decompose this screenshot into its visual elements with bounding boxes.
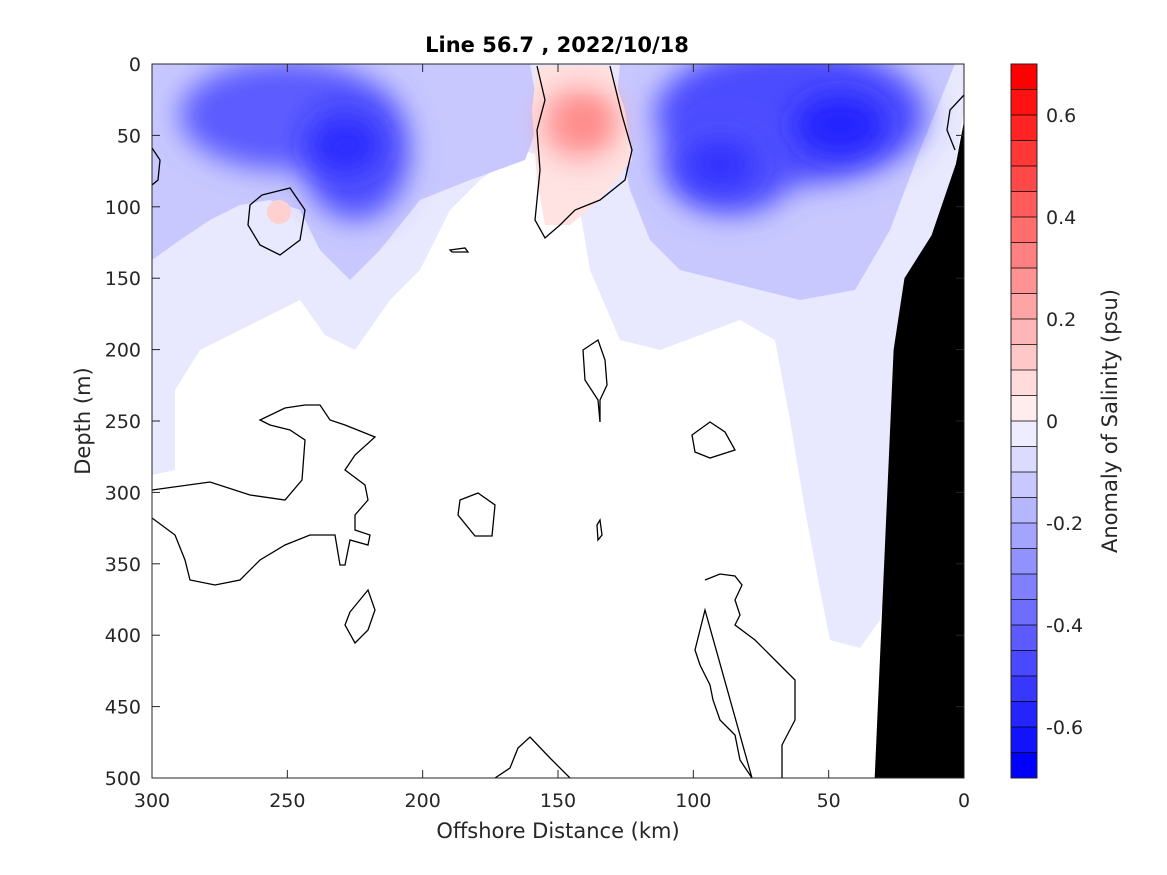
contour-small-310 bbox=[457, 492, 496, 537]
colorbar-swatch bbox=[1011, 370, 1037, 396]
x-tick-label: 250 bbox=[269, 790, 305, 812]
fresh-max-east bbox=[795, 95, 885, 155]
zero-contours bbox=[152, 65, 964, 778]
y-tick-label: 450 bbox=[105, 697, 141, 719]
contour-big-west bbox=[152, 404, 377, 586]
x-tick-label: 300 bbox=[134, 790, 170, 812]
colorbar-swatch bbox=[1011, 166, 1037, 192]
y-tick-label: 300 bbox=[105, 482, 141, 504]
colorbar-swatch bbox=[1011, 676, 1037, 702]
colorbar-swatch bbox=[1011, 395, 1037, 422]
contour-mid-265 bbox=[691, 421, 736, 459]
x-tick-label: 100 bbox=[675, 790, 711, 812]
plot-area bbox=[151, 63, 965, 779]
colorbar-swatch bbox=[1011, 115, 1037, 141]
x-tick-label: 200 bbox=[405, 790, 441, 812]
colorbar-swatch bbox=[1011, 191, 1037, 218]
salty-core-max bbox=[567, 108, 603, 136]
y-tick-label: 500 bbox=[105, 768, 141, 790]
colorbar-label: Anomaly of Salinity (psu) bbox=[1098, 289, 1122, 553]
y-tick-label: 50 bbox=[117, 125, 141, 147]
colorbar-swatch bbox=[1011, 752, 1037, 779]
colorbar-swatch bbox=[1011, 548, 1037, 575]
colorbar-swatch bbox=[1011, 701, 1037, 728]
contour-west-edge bbox=[152, 147, 161, 186]
y-tick-label: 400 bbox=[105, 625, 141, 647]
colorbar-swatch bbox=[1011, 140, 1037, 167]
colorbar-swatch bbox=[1011, 446, 1037, 473]
colorbar-swatch bbox=[1011, 650, 1037, 677]
y-tick-label: 150 bbox=[105, 268, 141, 290]
colorbar-tick-label: -0.6 bbox=[1046, 717, 1083, 739]
colorbar-swatch bbox=[1011, 89, 1037, 116]
colorbar bbox=[1010, 63, 1038, 779]
colorbar-swatch bbox=[1011, 64, 1037, 90]
salty-patch-west bbox=[267, 200, 291, 224]
colorbar-swatch bbox=[1011, 625, 1037, 651]
contour-thin-200 bbox=[582, 338, 608, 423]
fresh-max-east-2 bbox=[685, 140, 755, 190]
colorbar-swatch bbox=[1011, 217, 1037, 243]
x-tick-label: 50 bbox=[817, 790, 841, 812]
colorbar-tick-label: -0.2 bbox=[1046, 513, 1083, 535]
contour-small-130 bbox=[448, 247, 470, 253]
contour-west-loop bbox=[247, 187, 306, 256]
y-tick-label: 250 bbox=[105, 411, 141, 433]
colorbar-tick-label: 0.2 bbox=[1046, 309, 1076, 331]
colorbar-swatch bbox=[1011, 472, 1037, 498]
fresh-cores-strong bbox=[310, 95, 885, 190]
y-axis: 0 50 100 150 200 250 300 350 400 450 500 bbox=[105, 54, 964, 790]
chart-title: Line 56.7 , 2022/10/18 bbox=[425, 33, 689, 57]
colorbar-swatch bbox=[1011, 242, 1037, 269]
colorbar-frame bbox=[1010, 63, 1038, 779]
colorbar-swatch bbox=[1011, 344, 1037, 371]
colorbar-tick-label: 0.4 bbox=[1046, 207, 1076, 229]
y-tick-label: 100 bbox=[105, 197, 141, 219]
colorbar-axis: 0.6 0.4 0.2 0 -0.2 -0.4 -0.6 bbox=[1046, 105, 1083, 739]
colorbar-swatch bbox=[1011, 319, 1037, 345]
contour-deep-east bbox=[694, 573, 796, 778]
bathymetry-shelf bbox=[874, 121, 964, 778]
colorbar-swatch bbox=[1011, 599, 1037, 626]
colorbar-tick-label: 0 bbox=[1046, 411, 1058, 433]
colorbar-tick-label: 0.6 bbox=[1046, 105, 1076, 127]
contour-small-390 bbox=[344, 588, 376, 645]
fresh-max-west bbox=[310, 117, 380, 173]
y-tick-label: 0 bbox=[129, 54, 141, 76]
y-axis-label: Depth (m) bbox=[71, 367, 95, 474]
colorbar-tick-label: -0.4 bbox=[1046, 615, 1083, 637]
x-tick-label: 150 bbox=[540, 790, 576, 812]
x-tick-label: 0 bbox=[958, 790, 970, 812]
x-axis-label: Offshore Distance (km) bbox=[436, 819, 679, 843]
colorbar-swatch bbox=[1011, 574, 1037, 600]
contour-east-edge bbox=[946, 94, 964, 151]
contour-salty-core bbox=[534, 65, 633, 240]
colorbar-swatch bbox=[1011, 268, 1037, 294]
contour-bottom-160 bbox=[494, 736, 571, 778]
y-tick-label: 200 bbox=[105, 340, 141, 362]
colorbar-swatch bbox=[1011, 497, 1037, 524]
anomaly-field bbox=[152, 64, 964, 778]
y-tick-label: 350 bbox=[105, 554, 141, 576]
colorbar-swatch bbox=[1011, 421, 1037, 447]
colorbar-swatch bbox=[1011, 727, 1037, 753]
colorbar-swatch bbox=[1011, 293, 1037, 320]
colorbar-swatch bbox=[1011, 523, 1037, 549]
contour-tiny-325 bbox=[596, 518, 603, 542]
x-axis: 300 250 200 150 100 50 0 bbox=[134, 64, 970, 812]
